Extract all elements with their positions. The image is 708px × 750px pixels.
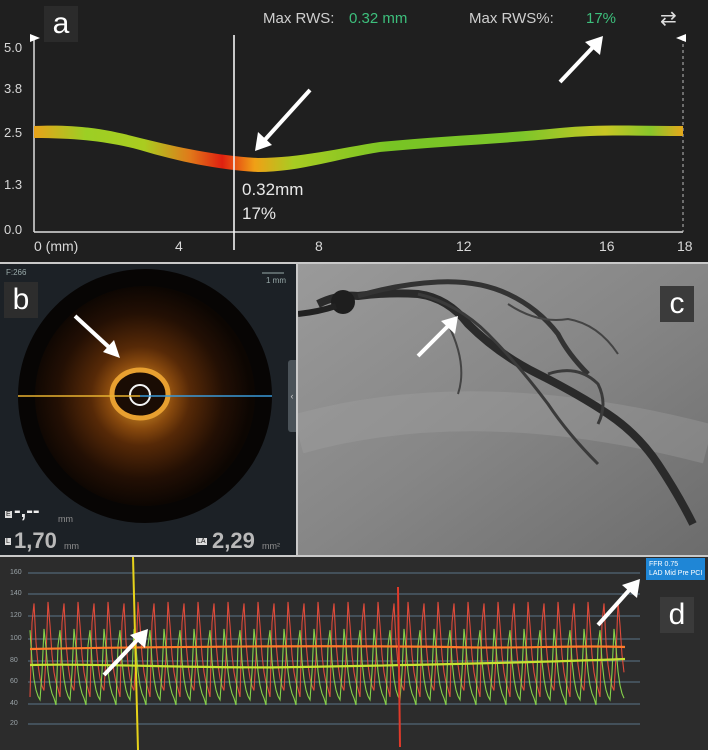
y-tick: 2.5 (4, 125, 23, 140)
e-unit: mm (58, 514, 73, 524)
rws-chart (30, 34, 686, 250)
end-flag-icon (676, 34, 686, 42)
oct-lumen (109, 367, 171, 421)
l-value: 1,70 (14, 528, 57, 553)
y-tick: 60 (10, 678, 18, 685)
max-rws-pct-label: Max RWS%: (469, 10, 554, 27)
e-badge: E (5, 511, 12, 518)
y-tick: 80 (10, 657, 18, 664)
collapse-handle[interactable]: ‹ (288, 360, 296, 432)
vessel-diameter-band (34, 125, 683, 172)
panel-letter-c: c (660, 286, 694, 322)
y-tick: 1.3 (4, 177, 23, 192)
arrow-shaft (260, 88, 312, 145)
y-tick: 140 (10, 590, 22, 597)
arrow-icon (585, 36, 603, 55)
l-unit: mm (64, 541, 79, 551)
scale-label: 1 mm (266, 276, 286, 285)
y-tick: 0.0 (4, 222, 23, 237)
branch-vessel (447, 323, 463, 395)
arrow-shaft (416, 322, 452, 358)
x-tick: 0 (mm) (34, 238, 79, 254)
oct-image (18, 269, 284, 523)
arrow-shaft (102, 635, 142, 677)
arrow-shaft (596, 585, 634, 627)
la-badge: LA (196, 538, 207, 545)
marker-pct-label: 17% (242, 204, 277, 223)
artifact-spike (397, 586, 401, 748)
arrow-icon (255, 132, 272, 151)
y-tick: 20 (10, 720, 18, 727)
ffr-value: FFR 0.75 (649, 561, 679, 568)
arrow-shaft (558, 42, 598, 84)
panel-letter-b: b (4, 282, 38, 318)
x-tick: 16 (599, 238, 615, 254)
pressure-traces (29, 586, 626, 748)
cursor-line[interactable] (132, 557, 139, 750)
x-tick: 18 (677, 238, 693, 254)
catheter-tip (331, 290, 355, 314)
ffr-label-box: FFR 0.75 LAD Mid Pre PCI (646, 558, 706, 580)
oct-catheter (129, 384, 151, 406)
catheter (298, 303, 337, 317)
y-tick: 5.0 (4, 40, 23, 55)
y-tick: 120 (10, 612, 22, 619)
y-tick: 3.8 (4, 81, 23, 96)
branch-vessel (547, 369, 605, 425)
y-tick: 40 (10, 700, 18, 707)
x-tick: 4 (175, 238, 183, 254)
ffr-location: LAD Mid Pre PCI (649, 570, 703, 577)
branch-vessel (507, 303, 619, 355)
angiography-panel: c (298, 264, 708, 555)
pressure-wave (29, 628, 625, 706)
arrow-shaft (73, 314, 114, 352)
la-unit: mm² (262, 541, 280, 551)
swap-arrows-icon[interactable]: ⇄ (660, 8, 677, 30)
x-tick: 12 (456, 238, 472, 254)
y-tick: 160 (10, 569, 22, 576)
angiogram-image (298, 264, 708, 555)
max-rws-value: 0.32 mm (349, 10, 408, 27)
marker-value-label: 0.32mm (242, 180, 304, 199)
arrow-icon (441, 316, 458, 334)
e-value: -,-- (14, 500, 40, 522)
la-value: 2,29 (212, 528, 255, 553)
arrow-icon (103, 340, 120, 358)
start-flag-icon (30, 34, 40, 42)
arrow-icon (130, 629, 148, 648)
panel-letter-d: d (660, 597, 694, 633)
angio-background (298, 264, 708, 555)
pressure-chart (0, 557, 708, 750)
frame-label: F:266 (6, 268, 27, 277)
distal-mean-trace (29, 657, 626, 669)
y-tick: 100 (10, 635, 22, 642)
angio-shadow (298, 391, 708, 464)
x-tick: 8 (315, 238, 323, 254)
branch-vessel (417, 292, 600, 466)
max-rws-pct-value: 17% (586, 10, 617, 27)
max-rws-label: Max RWS: (263, 10, 335, 27)
l-badge: L (5, 538, 11, 545)
rws-profile-panel: Max RWS: 0.32 mm Max RWS%: 17% ⇄ a 5.0 3… (0, 0, 708, 262)
pressure-tracing-panel: 160 140 120 100 80 60 40 20 FFR 0.75 LAD… (0, 557, 708, 750)
branch-vessel (357, 279, 590, 376)
arrow-icon (622, 579, 640, 598)
panel-letter-a: a (44, 6, 78, 42)
oct-cross-section-panel: F:266 1 mm b E -,-- mm L 1,70 mm LA 2,29… (0, 264, 296, 555)
